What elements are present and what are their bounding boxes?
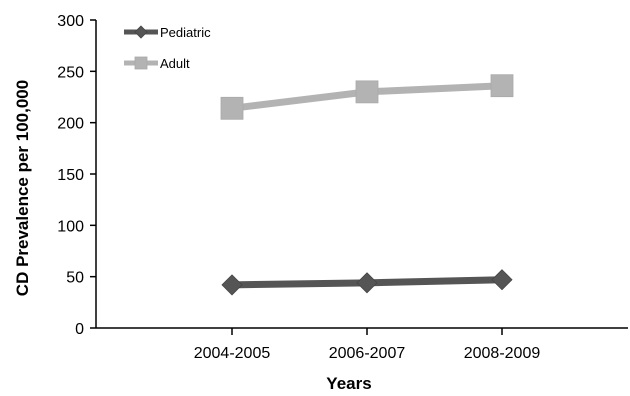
data-point <box>221 274 243 296</box>
data-point <box>356 272 378 294</box>
x-tick-label: 2008-2009 <box>464 345 541 362</box>
data-point <box>220 96 244 120</box>
y-tick-label: 200 <box>57 116 84 133</box>
data-point <box>491 269 513 291</box>
series-adult <box>220 74 514 120</box>
y-axis-title: CD Prevalence per 100,000 <box>13 80 32 296</box>
series-pediatric <box>221 269 513 296</box>
legend-item-pediatric: Pediatric <box>124 25 211 40</box>
y-tick-label: 0 <box>75 321 84 338</box>
y-tick-label: 150 <box>57 167 84 184</box>
data-point <box>355 80 379 104</box>
legend-label: Pediatric <box>160 25 211 40</box>
x-axis-title: Years <box>326 374 371 393</box>
series-layer <box>220 74 514 296</box>
data-point <box>134 56 148 70</box>
legend-label: Adult <box>160 56 190 71</box>
y-tick-label: 250 <box>57 64 84 81</box>
x-axis-ticks: 2004-2005 2006-2007 2008-2009 <box>194 328 541 362</box>
x-tick-label: 2004-2005 <box>194 345 271 362</box>
data-point <box>490 74 514 98</box>
data-point <box>134 25 148 39</box>
x-tick-label: 2006-2007 <box>329 345 406 362</box>
y-tick-label: 100 <box>57 218 84 235</box>
y-tick-label: 300 <box>57 13 84 30</box>
legend: Pediatric Adult <box>124 25 211 71</box>
y-axis-ticks: 0 50 100 150 200 250 300 <box>57 13 96 338</box>
y-tick-label: 50 <box>66 270 84 287</box>
legend-item-adult: Adult <box>124 56 190 71</box>
